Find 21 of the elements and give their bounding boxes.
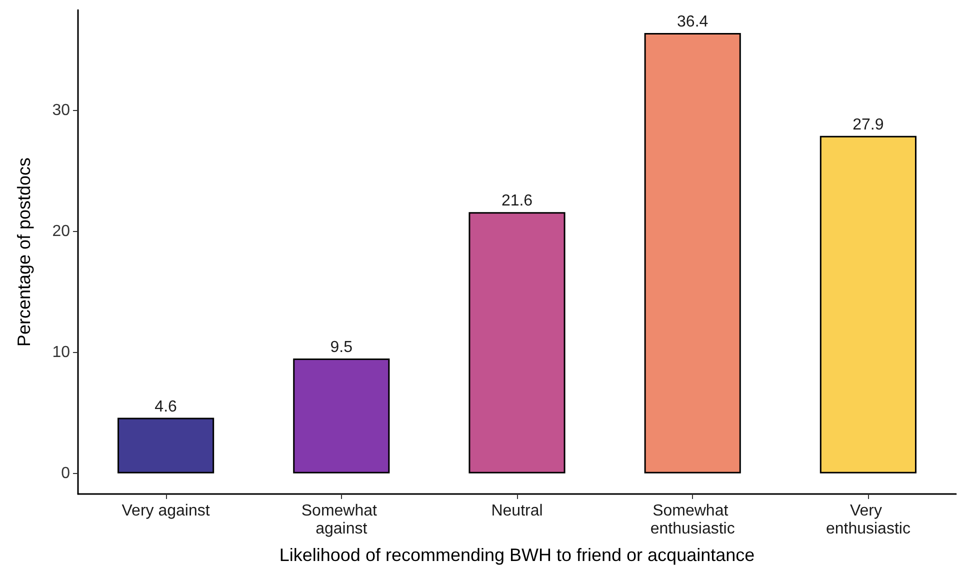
x-tick-label: Somewhat against xyxy=(301,502,382,538)
y-tick-label: 30 xyxy=(52,102,70,119)
data-label: 21.6 xyxy=(501,192,533,210)
x-tick-label: Somewhat enthusiastic xyxy=(650,502,735,538)
bar xyxy=(820,136,916,474)
bar xyxy=(644,32,741,474)
data-label: 4.6 xyxy=(154,398,178,416)
y-tick-label: 10 xyxy=(52,344,70,361)
data-label: 36.4 xyxy=(677,13,708,30)
x-tick-label: Very against xyxy=(122,502,210,520)
data-label: 9.5 xyxy=(330,338,353,356)
x-tick-label: Neutral xyxy=(491,502,543,520)
y-tick-label: 20 xyxy=(52,222,70,240)
bar xyxy=(118,418,214,474)
x-axis-title: Likelihood of recommending BWH to friend or acquaintance xyxy=(279,545,755,565)
bar xyxy=(468,212,566,474)
y-tick-label: 0 xyxy=(61,464,70,482)
bar xyxy=(293,358,390,474)
y-axis-title: Percentage of postdocs xyxy=(14,157,34,347)
data-label: 27.9 xyxy=(852,116,884,134)
x-tick-label: Very enthusiastic xyxy=(826,502,910,538)
